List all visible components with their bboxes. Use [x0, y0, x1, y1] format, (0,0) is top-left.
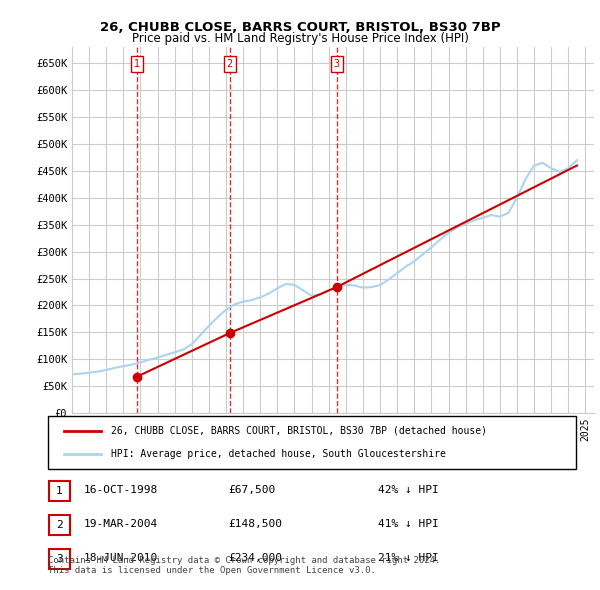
Text: 42% ↓ HPI: 42% ↓ HPI	[378, 485, 439, 494]
Text: 26, CHUBB CLOSE, BARRS COURT, BRISTOL, BS30 7BP (detached house): 26, CHUBB CLOSE, BARRS COURT, BRISTOL, B…	[112, 426, 487, 436]
Text: 16-OCT-1998: 16-OCT-1998	[84, 485, 158, 494]
FancyBboxPatch shape	[49, 481, 70, 501]
Text: £234,000: £234,000	[228, 553, 282, 563]
FancyBboxPatch shape	[49, 515, 70, 535]
Text: 3: 3	[56, 555, 63, 564]
Text: This data is licensed under the Open Government Licence v3.0.: This data is licensed under the Open Gov…	[48, 566, 376, 575]
Text: HPI: Average price, detached house, South Gloucestershire: HPI: Average price, detached house, Sout…	[112, 449, 446, 459]
Text: 41% ↓ HPI: 41% ↓ HPI	[378, 519, 439, 529]
Text: 18-JUN-2010: 18-JUN-2010	[84, 553, 158, 563]
Text: £148,500: £148,500	[228, 519, 282, 529]
FancyBboxPatch shape	[48, 416, 576, 469]
Text: Contains HM Land Registry data © Crown copyright and database right 2024.: Contains HM Land Registry data © Crown c…	[48, 556, 440, 565]
Text: 26, CHUBB CLOSE, BARRS COURT, BRISTOL, BS30 7BP: 26, CHUBB CLOSE, BARRS COURT, BRISTOL, B…	[100, 21, 500, 34]
Text: 21% ↓ HPI: 21% ↓ HPI	[378, 553, 439, 563]
Text: 1: 1	[56, 486, 63, 496]
Text: Price paid vs. HM Land Registry's House Price Index (HPI): Price paid vs. HM Land Registry's House …	[131, 32, 469, 45]
Text: 1: 1	[134, 58, 140, 68]
Text: 19-MAR-2004: 19-MAR-2004	[84, 519, 158, 529]
Text: 2: 2	[56, 520, 63, 530]
Text: £67,500: £67,500	[228, 485, 275, 494]
FancyBboxPatch shape	[49, 549, 70, 569]
Text: 2: 2	[227, 58, 233, 68]
Text: 3: 3	[334, 58, 340, 68]
